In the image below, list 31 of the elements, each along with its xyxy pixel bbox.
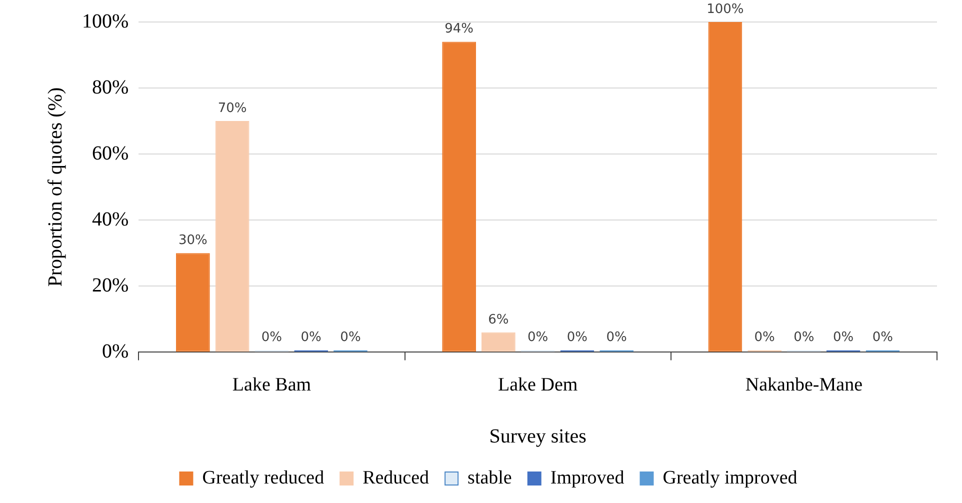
data-label: 0%: [340, 330, 361, 346]
y-tick-label: 60%: [92, 142, 129, 164]
x-axis-title: Survey sites: [489, 425, 587, 448]
data-label: 0%: [606, 330, 627, 346]
data-label: 0%: [872, 330, 894, 346]
data-label: 0%: [833, 330, 854, 346]
legend-label: Reduced: [362, 467, 430, 488]
x-tick-label: Lake Dem: [498, 374, 578, 396]
y-tick-label: 0%: [102, 340, 129, 362]
y-tick-label: 100%: [82, 10, 129, 32]
data-label: 0%: [300, 330, 322, 346]
y-axis-title: Proportion of quotes (%): [44, 87, 66, 287]
x-tick-label: Nakanbe-Mane: [745, 374, 862, 396]
data-label: 94%: [444, 22, 474, 37]
legend-label: stable: [468, 467, 512, 488]
data-label: 0%: [566, 330, 588, 346]
data-label: 0%: [794, 330, 814, 346]
data-label: 6%: [488, 312, 509, 328]
y-tick-label: 40%: [92, 208, 129, 230]
legend-label: Improved: [550, 467, 625, 488]
data-label: 100%: [706, 2, 744, 17]
data-label: 0%: [261, 330, 282, 346]
legend-label: Greatly reduced: [202, 467, 325, 488]
y-tick-label: 20%: [92, 274, 129, 296]
y-tick-label: 80%: [92, 76, 129, 98]
legend-label: Greatly improved: [662, 467, 798, 488]
data-label: 70%: [218, 100, 247, 116]
data-label: 30%: [178, 233, 208, 248]
x-tick-label: Lake Bam: [232, 374, 312, 396]
data-label: 0%: [754, 330, 775, 346]
data-label: 0%: [528, 330, 548, 346]
